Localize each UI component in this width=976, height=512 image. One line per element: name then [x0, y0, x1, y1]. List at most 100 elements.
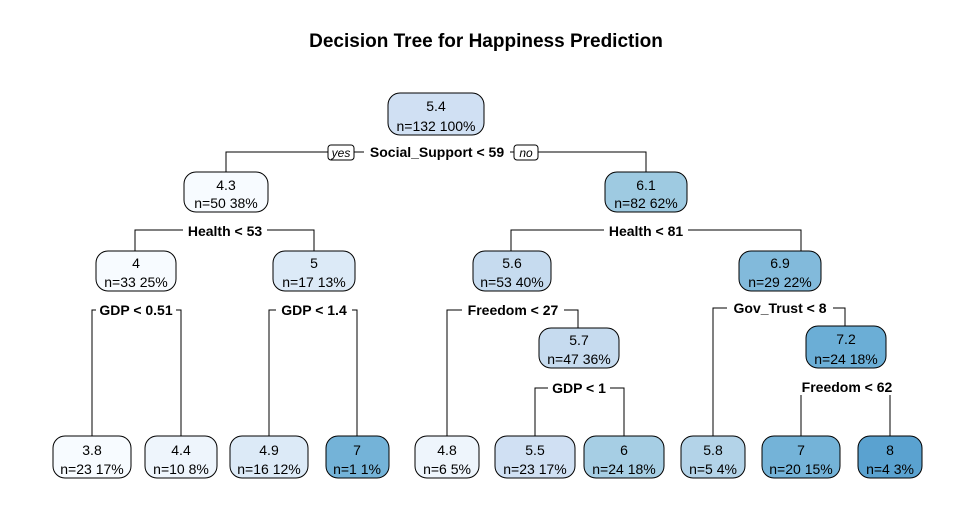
- edge-lr: [268, 309, 358, 436]
- split-label-bg: [604, 223, 688, 239]
- leaf-6: 5.5 n=23 17%: [494, 435, 576, 479]
- split-label: Freedom < 27: [468, 302, 559, 318]
- no-tag-box: [513, 144, 539, 161]
- yes-label: yes: [331, 146, 351, 160]
- leaf-box: [761, 435, 841, 479]
- node-box: [95, 250, 177, 292]
- node-box: [183, 171, 269, 213]
- leaf-box: [680, 435, 746, 479]
- node-stats: n=47 36%: [547, 351, 610, 367]
- leaf-stats: n=5 4%: [689, 461, 737, 477]
- leaf-stats: n=20 15%: [769, 461, 832, 477]
- leaf-value: 4.4: [171, 442, 191, 458]
- leaf-value: 8: [886, 442, 894, 458]
- node-box: [472, 250, 552, 292]
- node-stats: n=29 22%: [748, 274, 811, 290]
- leaf-value: 7: [353, 442, 361, 458]
- leaf-value: 5.8: [703, 442, 723, 458]
- node-value: 6.9: [770, 255, 790, 271]
- no-tag: no: [513, 144, 539, 161]
- split-label: Gov_Trust < 8: [734, 300, 827, 316]
- leaf-box: [583, 435, 665, 479]
- split-rl: Freedom < 27: [462, 302, 564, 318]
- node-ll: 4 n=33 25%: [95, 250, 177, 292]
- leaf-value: 3.8: [82, 442, 102, 458]
- split-ll: GDP < 0.51: [96, 302, 176, 318]
- node-box: [738, 250, 822, 292]
- split-rrr: Freedom < 62: [796, 379, 898, 395]
- node-stats: n=33 25%: [104, 274, 167, 290]
- leaf-box: [229, 435, 309, 479]
- node-lr: 5 n=17 13%: [272, 250, 356, 292]
- yes-tag: yes: [327, 144, 355, 161]
- edge-ll: [91, 309, 182, 436]
- chart-title: Decision Tree for Happiness Prediction: [309, 31, 663, 52]
- node-value: 5.7: [569, 332, 589, 348]
- node-rr: 6.9 n=29 22%: [738, 250, 822, 292]
- split-left: Health < 53: [183, 223, 267, 239]
- split-label-bg: [183, 223, 267, 239]
- leaf-value: 4.8: [437, 442, 457, 458]
- node-rlr: 5.7 n=47 36%: [538, 327, 620, 369]
- no-label: no: [519, 146, 533, 160]
- split-label: Health < 81: [609, 223, 684, 239]
- split-right: Health < 81: [604, 223, 688, 239]
- node-rrr: 7.2 n=24 18%: [805, 325, 887, 369]
- leaf-3: 4.9 n=16 12%: [229, 435, 309, 479]
- leaf-box: [52, 435, 132, 479]
- split-label: GDP < 1: [552, 380, 606, 396]
- leaf-9: 7 n=20 15%: [761, 435, 841, 479]
- leaf-value: 6: [620, 442, 628, 458]
- split-label-bg: [96, 302, 176, 318]
- node-stats: n=24 18%: [814, 351, 877, 367]
- leaf-stats: n=23 17%: [503, 461, 566, 477]
- leaf-5: 4.8 n=6 5%: [414, 435, 480, 479]
- split-root: Social_Support < 59: [364, 144, 510, 160]
- node-box: [272, 250, 356, 292]
- split-label: Health < 53: [188, 223, 263, 239]
- node-value: 6.1: [636, 177, 656, 193]
- leaf-7: 6 n=24 18%: [583, 435, 665, 479]
- split-label-bg: [364, 144, 510, 160]
- leaf-box: [414, 435, 480, 479]
- leaf-stats: n=10 8%: [153, 461, 209, 477]
- split-label: Freedom < 62: [802, 379, 893, 395]
- split-label: GDP < 1.4: [281, 302, 347, 318]
- split-label: GDP < 0.51: [99, 302, 173, 318]
- split-rlr: GDP < 1: [548, 380, 610, 396]
- node-root: 5.4 n=132 100%: [387, 92, 485, 136]
- node-stats: n=132 100%: [396, 118, 475, 134]
- leaf-4: 7 n=1 1%: [325, 435, 390, 479]
- leaf-1: 3.8 n=23 17%: [52, 435, 132, 479]
- split-rr: Gov_Trust < 8: [727, 300, 833, 316]
- split-label-bg: [727, 300, 833, 316]
- leaf-box: [325, 435, 390, 479]
- leaf-stats: n=1 1%: [333, 461, 381, 477]
- split-lr: GDP < 1.4: [276, 302, 352, 318]
- node-value: 4: [132, 255, 140, 271]
- node-stats: n=50 38%: [194, 195, 257, 211]
- leaf-box: [144, 435, 218, 479]
- leaf-10: 8 n=4 3%: [857, 435, 923, 479]
- yes-tag-box: [327, 144, 355, 161]
- leaf-stats: n=24 18%: [592, 461, 655, 477]
- node-left: 4.3 n=50 38%: [183, 171, 269, 213]
- split-label-bg: [548, 380, 610, 396]
- node-value: 5.6: [502, 255, 522, 271]
- node-stats: n=53 40%: [480, 274, 543, 290]
- node-value: 5: [310, 255, 318, 271]
- leaf-value: 4.9: [259, 442, 279, 458]
- node-box: [387, 92, 485, 136]
- node-box: [805, 325, 887, 369]
- leaf-stats: n=23 17%: [60, 461, 123, 477]
- node-right: 6.1 n=82 62%: [604, 171, 688, 213]
- split-label: Social_Support < 59: [370, 144, 504, 160]
- node-box: [604, 171, 688, 213]
- split-label-bg: [796, 379, 898, 395]
- leaf-8: 5.8 n=5 4%: [680, 435, 746, 479]
- leaf-stats: n=16 12%: [237, 461, 300, 477]
- node-box: [538, 327, 620, 369]
- node-stats: n=17 13%: [282, 274, 345, 290]
